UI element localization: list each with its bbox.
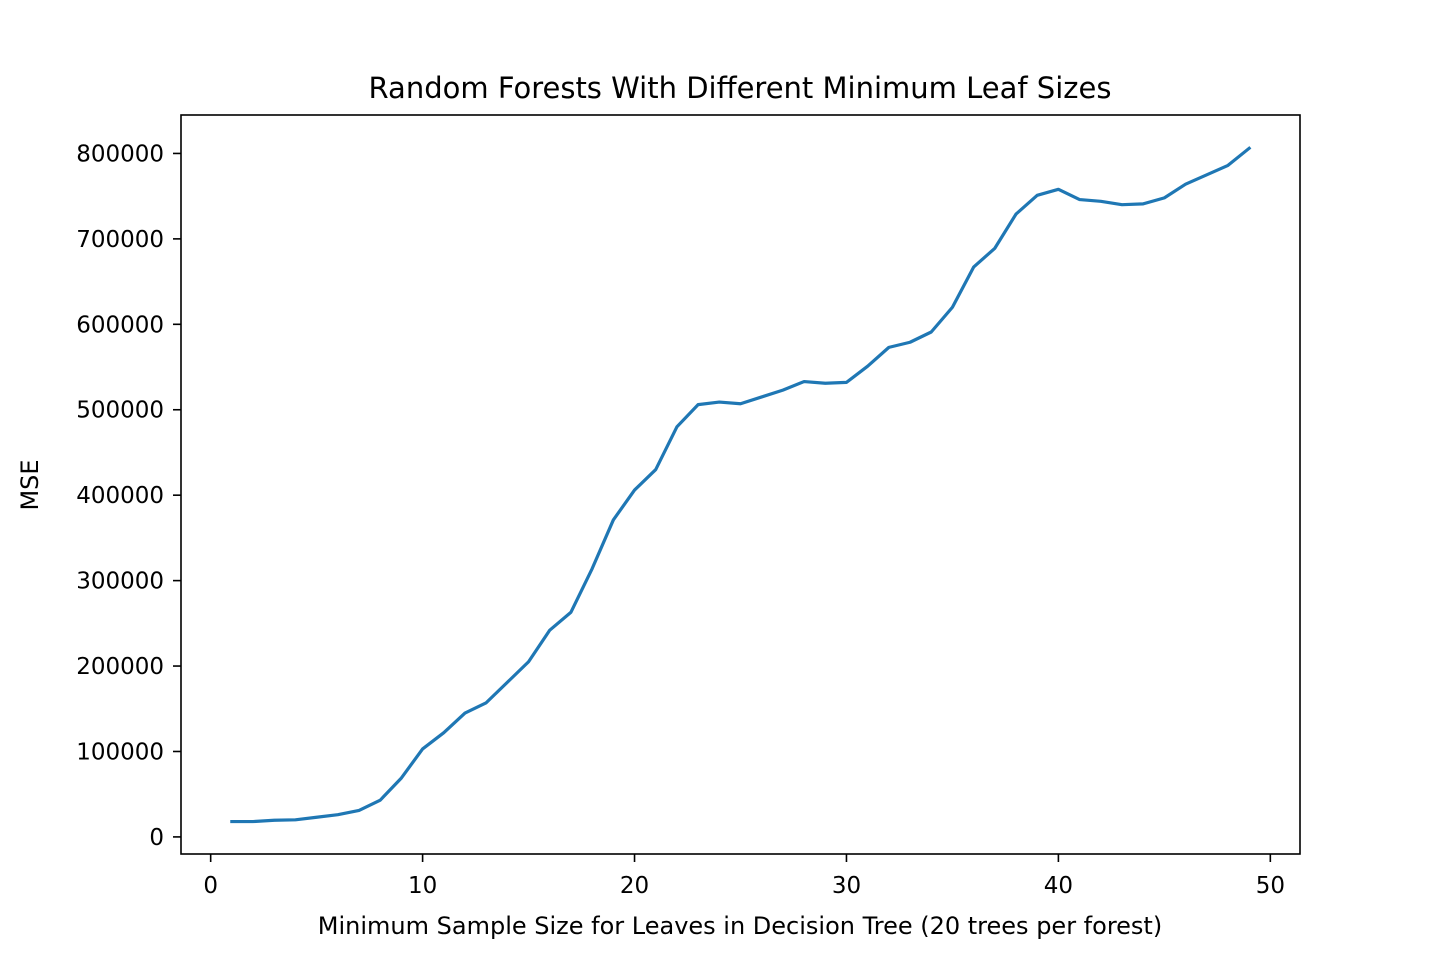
y-tick-label: 200000	[76, 654, 164, 680]
x-tick-label: 50	[1256, 873, 1285, 899]
y-tick-label: 800000	[76, 141, 164, 167]
y-tick-label: 300000	[76, 569, 164, 595]
y-tick-label: 100000	[76, 739, 164, 765]
y-tick-label: 500000	[76, 398, 164, 424]
x-tick-label: 20	[620, 873, 649, 899]
x-tick-label: 30	[832, 873, 861, 899]
plot-frame	[180, 114, 1301, 855]
chart-title: Random Forests With Different Minimum Le…	[369, 71, 1112, 105]
x-axis-label: Minimum Sample Size for Leaves in Decisi…	[318, 912, 1162, 940]
y-tick-label: 400000	[76, 483, 164, 509]
y-tick-label: 700000	[76, 227, 164, 253]
x-axis: 0 10 20 30 40 50	[203, 854, 1285, 899]
y-axis: 0 100000 200000 300000 400000 500000 600000 700…	[76, 141, 181, 851]
x-tick-label: 0	[203, 873, 218, 899]
x-tick-label: 10	[408, 873, 437, 899]
x-tick-label: 40	[1044, 873, 1073, 899]
y-tick-label: 0	[149, 825, 164, 851]
y-axis-label: MSE	[16, 459, 44, 510]
series-line-0	[230, 146, 1252, 824]
plot-area	[230, 146, 1252, 824]
y-tick-label: 600000	[76, 312, 164, 338]
